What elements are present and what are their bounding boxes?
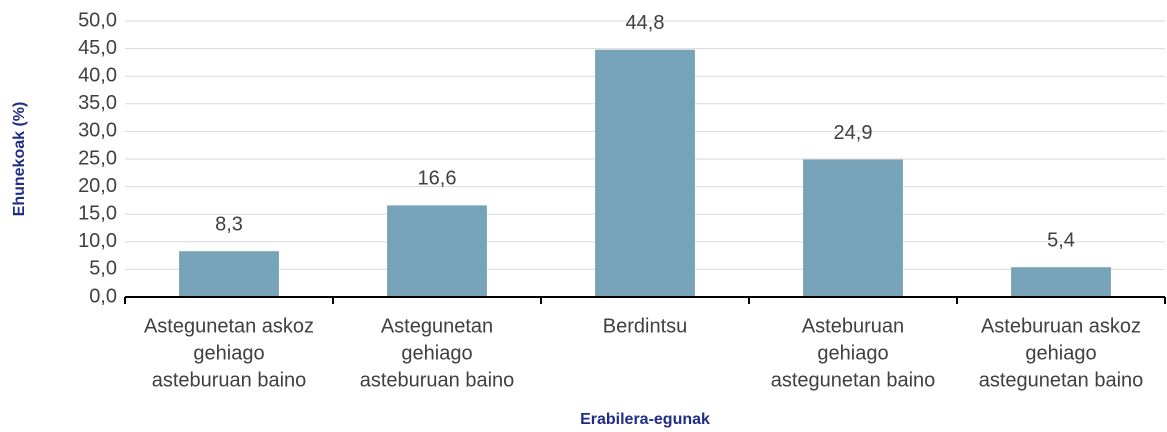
y-tick-label: 25,0 (78, 147, 117, 169)
x-tick-label: Asteburuan (802, 315, 904, 337)
x-tick-label: Astegunetan (381, 315, 493, 337)
x-tick-label: asteburuan baino (152, 369, 307, 391)
y-tick-label: 10,0 (78, 230, 117, 252)
x-tick-label: gehiago (193, 342, 264, 364)
x-tick-label: gehiago (1025, 342, 1096, 364)
x-tick-label: Berdintsu (603, 315, 688, 337)
y-tick-label: 15,0 (78, 202, 117, 224)
y-tick-label: 45,0 (78, 37, 117, 59)
bar (1011, 267, 1111, 297)
x-tick-label: gehiago (401, 342, 472, 364)
bar (387, 205, 487, 297)
data-label: 8,3 (215, 213, 243, 235)
x-tick-label: astegunetan baino (979, 369, 1144, 391)
y-tick-label: 35,0 (78, 92, 117, 114)
data-label: 44,8 (626, 12, 665, 34)
x-axis-title: Erabilera-egunak (580, 411, 710, 428)
x-tick-label: asteburuan baino (360, 369, 515, 391)
y-tick-label: 50,0 (78, 9, 117, 31)
bar (179, 251, 279, 297)
bar (803, 159, 903, 297)
bar (595, 49, 695, 298)
y-tick-label: 0,0 (89, 285, 117, 307)
data-label: 24,9 (834, 122, 873, 144)
y-tick-label: 5,0 (89, 258, 117, 280)
data-label: 5,4 (1047, 229, 1075, 251)
y-tick-label: 20,0 (78, 175, 117, 197)
y-axis-title: Ehunekoak (%) (11, 102, 28, 217)
x-tick-label: astegunetan baino (771, 369, 936, 391)
x-tick-label: gehiago (817, 342, 888, 364)
x-tick-label: Asteburuan askoz (981, 315, 1141, 337)
x-tick-label: Astegunetan askoz (144, 315, 314, 337)
y-tick-label: 40,0 (78, 64, 117, 86)
data-label: 16,6 (418, 168, 457, 190)
y-tick-label: 30,0 (78, 120, 117, 142)
